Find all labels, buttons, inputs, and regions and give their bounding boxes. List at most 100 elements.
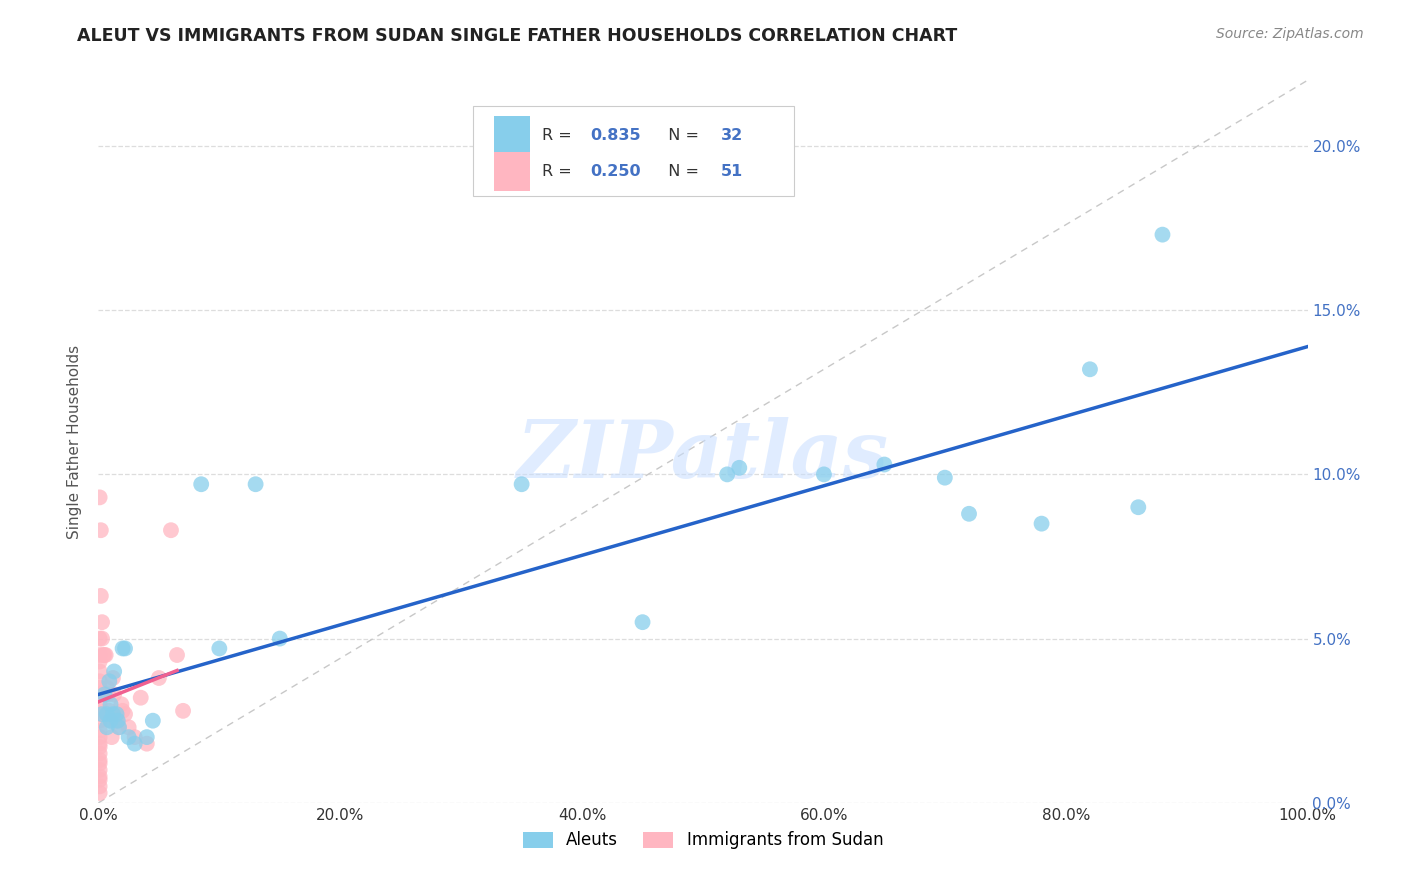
Point (108, 720, 131, 734)
Text: 0.835: 0.835 (591, 128, 641, 144)
Point (1128, 500, 1150, 515)
Point (89, 632, 111, 646)
Point (98, 674, 121, 689)
Point (108, 720, 131, 734)
Point (111, 704, 134, 718)
Point (142, 714, 165, 728)
Point (269, 632, 291, 646)
Point (510, 477, 533, 491)
Point (728, 460, 751, 475)
Point (245, 477, 267, 491)
Point (118, 720, 141, 734)
Point (107, 714, 129, 728)
Text: ZIPatlas: ZIPatlas (517, 417, 889, 495)
Point (96, 720, 118, 734)
FancyBboxPatch shape (494, 152, 530, 192)
Point (89, 756, 111, 771)
Point (190, 477, 212, 491)
Point (873, 458, 896, 472)
Point (129, 690, 152, 705)
Point (91, 707, 114, 722)
Point (89, 770, 111, 784)
Point (89, 687, 111, 701)
Point (1078, 362, 1101, 376)
Point (97, 687, 120, 701)
Point (101, 707, 124, 722)
Point (114, 641, 136, 656)
Point (135, 730, 157, 744)
Point (93, 648, 115, 662)
Point (89, 714, 111, 728)
Y-axis label: Single Father Households: Single Father Households (67, 344, 83, 539)
Point (96, 681, 118, 695)
Point (100, 714, 122, 728)
Text: 32: 32 (721, 128, 744, 144)
Point (89, 648, 111, 662)
Point (631, 615, 654, 630)
Text: 0.250: 0.250 (591, 164, 641, 179)
Point (89, 730, 111, 744)
Point (89, 763, 111, 777)
Point (124, 737, 146, 751)
Point (100, 714, 122, 728)
Point (91, 615, 114, 630)
Point (101, 671, 124, 685)
Point (89, 698, 111, 712)
Point (94, 648, 117, 662)
Point (89, 747, 111, 761)
Point (89, 723, 111, 738)
Point (91, 632, 114, 646)
Text: R =: R = (543, 164, 576, 179)
Point (208, 641, 231, 656)
Point (172, 704, 194, 718)
Point (89, 655, 111, 669)
Point (114, 707, 136, 722)
Text: 51: 51 (721, 164, 744, 179)
Point (148, 671, 170, 685)
Text: R =: R = (543, 128, 576, 144)
Text: Source: ZipAtlas.com: Source: ZipAtlas.com (1216, 27, 1364, 41)
Point (166, 648, 188, 662)
Point (111, 641, 134, 656)
Point (89, 491, 111, 505)
FancyBboxPatch shape (494, 116, 530, 155)
Point (100, 698, 122, 712)
Point (89, 780, 111, 794)
Point (103, 687, 125, 701)
Point (813, 467, 835, 482)
FancyBboxPatch shape (474, 105, 793, 196)
Point (957, 507, 980, 521)
Text: ALEUT VS IMMIGRANTS FROM SUDAN SINGLE FATHER HOUSEHOLDS CORRELATION CHART: ALEUT VS IMMIGRANTS FROM SUDAN SINGLE FA… (77, 27, 957, 45)
Point (105, 714, 128, 728)
Point (124, 730, 146, 744)
Point (89, 737, 111, 751)
Text: N =: N = (658, 164, 704, 179)
Point (90, 589, 112, 603)
Point (118, 730, 141, 744)
Legend: Aleuts, Immigrants from Sudan: Aleuts, Immigrants from Sudan (516, 824, 890, 856)
Point (1152, 227, 1174, 242)
Point (89, 681, 111, 695)
Point (105, 707, 128, 722)
Point (89, 786, 111, 800)
Point (110, 698, 132, 712)
Point (90, 523, 112, 537)
Point (89, 772, 111, 787)
Point (89, 704, 111, 718)
Point (91, 648, 114, 662)
Point (89, 665, 111, 679)
Point (89, 674, 111, 689)
Point (98, 704, 121, 718)
Point (100, 730, 122, 744)
Point (96, 707, 118, 722)
Text: N =: N = (658, 128, 704, 144)
Point (89, 739, 111, 754)
Point (135, 737, 157, 751)
Point (1031, 516, 1053, 531)
Point (93, 687, 115, 701)
Point (103, 665, 125, 679)
Point (89, 753, 111, 767)
Point (716, 467, 738, 482)
Point (89, 707, 111, 722)
Point (934, 470, 956, 484)
